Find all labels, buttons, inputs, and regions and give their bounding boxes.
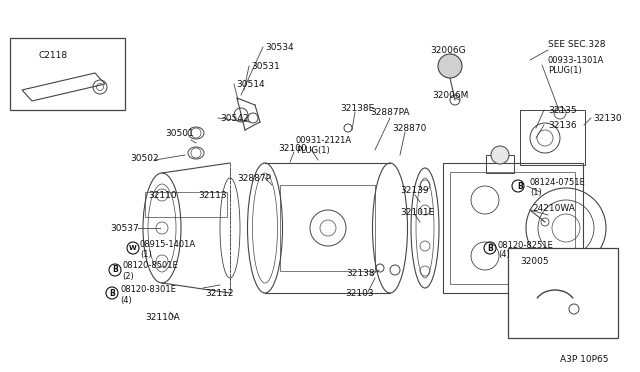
Text: 32100: 32100 — [278, 144, 307, 153]
Text: (1): (1) — [140, 250, 152, 259]
Text: 32110: 32110 — [148, 190, 177, 199]
Text: PLUG(1): PLUG(1) — [296, 145, 330, 154]
Text: 32006M: 32006M — [432, 90, 468, 99]
Bar — [450, 172, 575, 284]
Text: 32139: 32139 — [400, 186, 429, 195]
Bar — [443, 163, 583, 293]
Bar — [508, 248, 618, 338]
Text: 32887PA: 32887PA — [370, 108, 410, 116]
Text: A3P 10P65: A3P 10P65 — [560, 356, 609, 365]
Text: 32887P: 32887P — [237, 173, 271, 183]
Text: B: B — [487, 244, 493, 253]
Bar — [486, 155, 514, 173]
Text: 08120-8301E: 08120-8301E — [120, 285, 176, 295]
Text: (1): (1) — [530, 187, 541, 196]
Text: 30534: 30534 — [265, 42, 294, 51]
Text: B: B — [517, 182, 523, 190]
Text: 32136: 32136 — [548, 121, 577, 129]
Text: 08120-8251E: 08120-8251E — [498, 241, 554, 250]
Text: 32103: 32103 — [345, 289, 374, 298]
Text: 24210WA: 24210WA — [532, 203, 575, 212]
Text: 00933-1301A: 00933-1301A — [548, 55, 604, 64]
Text: B: B — [109, 289, 115, 298]
Text: W: W — [129, 245, 137, 251]
Text: (4): (4) — [120, 295, 132, 305]
Text: 32135: 32135 — [548, 106, 577, 115]
Text: 32138: 32138 — [346, 269, 374, 278]
Bar — [10, 38, 125, 110]
Text: (2): (2) — [122, 272, 134, 280]
Text: B: B — [112, 266, 118, 275]
Bar — [280, 185, 375, 271]
Circle shape — [438, 54, 462, 78]
Text: C2118: C2118 — [38, 51, 67, 60]
Text: PLUG(1): PLUG(1) — [548, 65, 582, 74]
Text: 08124-0751E: 08124-0751E — [530, 177, 586, 186]
Text: 08915-1401A: 08915-1401A — [140, 240, 196, 248]
Text: 30501: 30501 — [165, 128, 194, 138]
Text: 32113: 32113 — [198, 190, 227, 199]
Text: 30537: 30537 — [110, 224, 139, 232]
Text: 32130: 32130 — [593, 113, 621, 122]
Text: 30531: 30531 — [251, 61, 280, 71]
Text: 08120-8501E: 08120-8501E — [122, 262, 178, 270]
Text: 30542: 30542 — [220, 113, 248, 122]
Text: 32101E: 32101E — [400, 208, 435, 217]
Text: SEE SEC.328: SEE SEC.328 — [548, 39, 605, 48]
Text: 32138E: 32138E — [340, 103, 374, 112]
Text: 32006G: 32006G — [430, 45, 466, 55]
Text: 30502: 30502 — [130, 154, 159, 163]
Bar — [145, 192, 227, 217]
Text: 32112: 32112 — [205, 289, 234, 298]
Text: 32110A: 32110A — [145, 314, 180, 323]
Circle shape — [491, 146, 509, 164]
Text: (4): (4) — [498, 250, 509, 260]
Text: 328870: 328870 — [392, 124, 426, 132]
Text: 00931-2121A: 00931-2121A — [296, 135, 352, 144]
Text: 30514: 30514 — [236, 80, 264, 89]
Bar — [520, 110, 585, 165]
Text: 32005: 32005 — [520, 257, 548, 266]
